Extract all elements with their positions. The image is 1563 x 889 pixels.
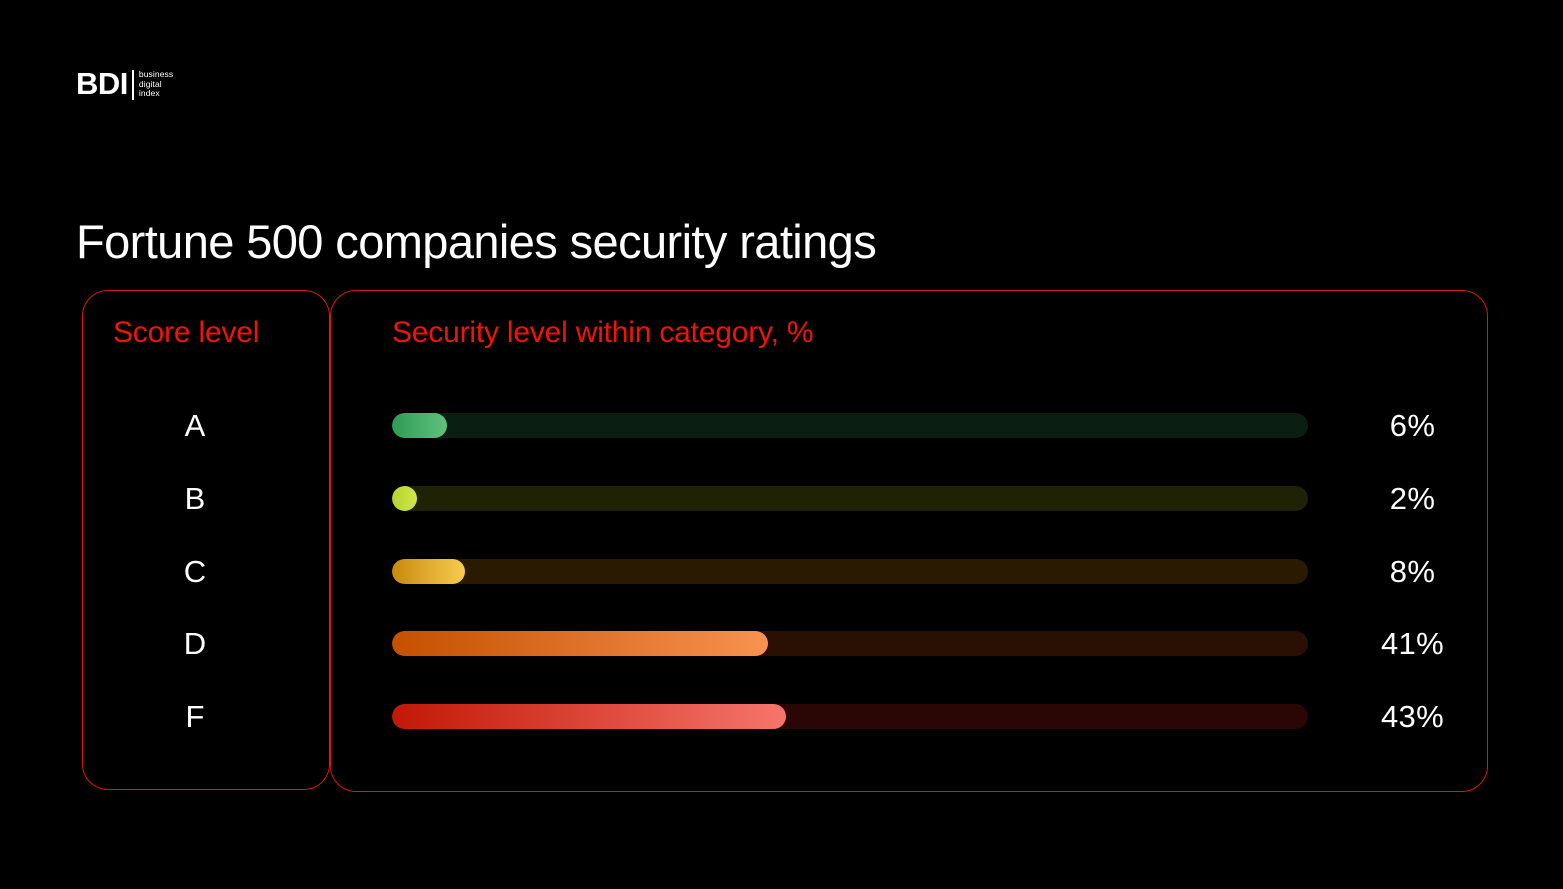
score-level-heading: Score level bbox=[113, 316, 260, 349]
score-level-panel bbox=[82, 290, 330, 790]
logo-tagline: business digital index bbox=[139, 68, 173, 99]
bdi-logo: BDI business digital index bbox=[76, 68, 173, 102]
logo-tagline-line-2: digital bbox=[138, 78, 162, 89]
security-level-panel bbox=[330, 290, 1488, 792]
security-level-heading: Security level within category, % bbox=[392, 316, 814, 349]
page-title: Fortune 500 companies security ratings bbox=[76, 215, 877, 269]
logo-divider bbox=[131, 70, 134, 100]
logo-tagline-line-1: business bbox=[138, 69, 174, 79]
logo-wordmark: BDI bbox=[76, 66, 128, 101]
logo-tagline-line-3: index bbox=[138, 88, 160, 99]
